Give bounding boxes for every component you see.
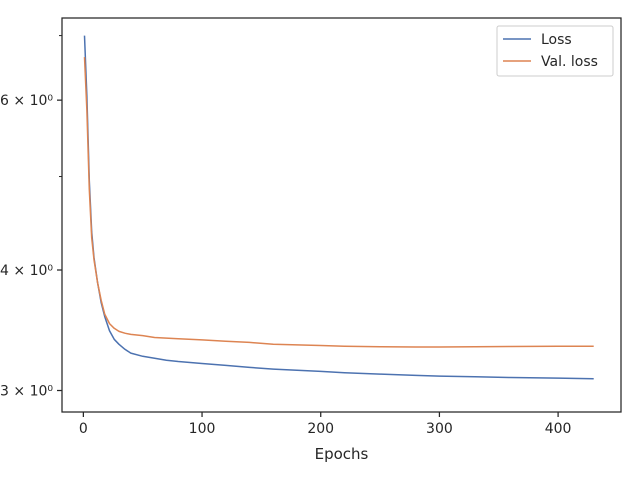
x-tick-label: 400	[545, 421, 572, 437]
y-tick-label: 6 × 10⁰	[0, 93, 53, 109]
legend-label: Val. loss	[541, 54, 598, 70]
y-axis: 3 × 10⁰ 4 × 10⁰ 6 × 10⁰	[0, 35, 62, 400]
x-tick-label: 0	[79, 421, 88, 437]
legend-label: Loss	[541, 32, 572, 48]
x-axis: 0 100 200 300 400	[79, 412, 572, 437]
x-tick-label: 100	[189, 421, 216, 437]
series-layer	[83, 35, 594, 380]
legend: Loss Val. loss	[496, 25, 614, 77]
x-axis-title: Epochs	[315, 445, 369, 463]
x-tick-label: 300	[426, 421, 453, 437]
series-line-2	[83, 57, 594, 348]
x-tick-label: 200	[307, 421, 334, 437]
y-tick-label: 4 × 10⁰	[0, 263, 53, 279]
plot-frame	[61, 17, 622, 413]
y-tick-label: 3 × 10⁰	[0, 384, 53, 400]
